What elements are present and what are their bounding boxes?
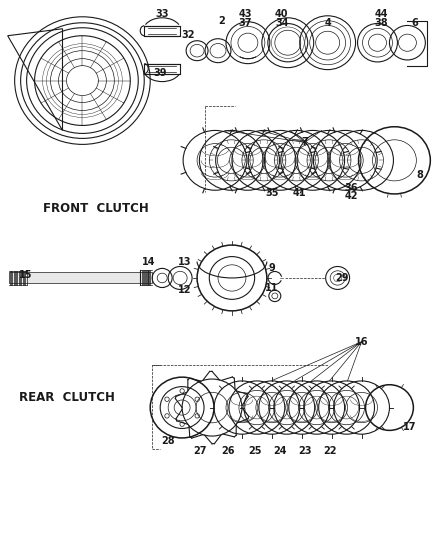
- Text: 12: 12: [178, 285, 191, 295]
- Text: 23: 23: [297, 447, 311, 456]
- Bar: [144, 26, 180, 36]
- Text: 13: 13: [178, 257, 191, 267]
- Bar: [9, 272, 152, 284]
- Text: 25: 25: [247, 447, 261, 456]
- Text: FRONT  CLUTCH: FRONT CLUTCH: [42, 201, 148, 215]
- Text: 39: 39: [153, 68, 166, 78]
- Text: 42: 42: [344, 191, 357, 201]
- Text: 17: 17: [402, 423, 415, 432]
- Text: 36: 36: [344, 183, 357, 193]
- Bar: [144, 63, 180, 74]
- Text: 24: 24: [272, 447, 286, 456]
- Text: 29: 29: [334, 273, 348, 283]
- Text: 16: 16: [354, 337, 367, 347]
- Text: REAR  CLUTCH: REAR CLUTCH: [18, 391, 114, 404]
- Text: 9: 9: [268, 263, 275, 273]
- Text: 15: 15: [19, 270, 32, 280]
- Text: 7: 7: [300, 138, 307, 148]
- Text: 22: 22: [322, 447, 336, 456]
- Text: 28: 28: [161, 437, 175, 447]
- Text: 6: 6: [410, 18, 417, 28]
- Text: 8: 8: [415, 170, 422, 180]
- Text: 37: 37: [238, 18, 251, 28]
- Text: 44: 44: [374, 9, 387, 19]
- Text: 35: 35: [265, 188, 278, 198]
- Text: 43: 43: [238, 9, 251, 19]
- Text: 40: 40: [275, 9, 288, 19]
- Text: 38: 38: [374, 18, 388, 28]
- Text: 32: 32: [181, 30, 194, 40]
- Text: 41: 41: [292, 188, 306, 198]
- Text: 33: 33: [155, 9, 169, 19]
- Text: 26: 26: [221, 447, 234, 456]
- Text: 14: 14: [141, 257, 155, 267]
- Text: 2: 2: [218, 16, 225, 26]
- Text: 11: 11: [265, 283, 278, 293]
- Text: 4: 4: [324, 18, 330, 28]
- Text: 27: 27: [193, 447, 206, 456]
- Text: 34: 34: [275, 18, 288, 28]
